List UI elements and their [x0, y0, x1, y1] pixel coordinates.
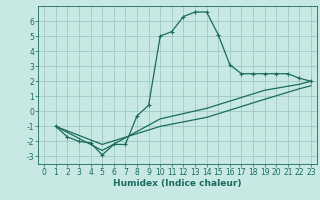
X-axis label: Humidex (Indice chaleur): Humidex (Indice chaleur) — [113, 179, 242, 188]
